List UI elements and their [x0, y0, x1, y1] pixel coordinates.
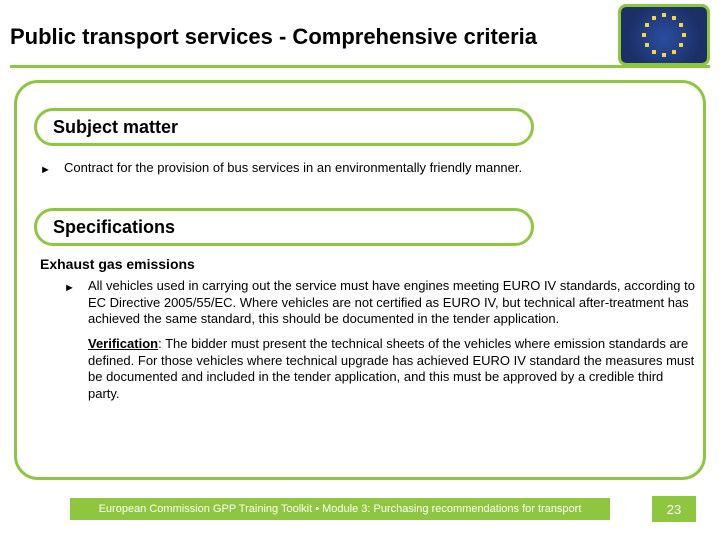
verification-text: : The bidder must present the technical …	[88, 336, 694, 401]
spacer	[64, 336, 78, 338]
star-icon	[652, 16, 656, 20]
star-icon	[642, 33, 646, 37]
star-icon	[662, 53, 666, 57]
verification-label: Verification	[88, 336, 158, 351]
title-bar: Public transport services - Comprehensiv…	[10, 8, 710, 68]
section-heading-label: Specifications	[53, 217, 175, 238]
star-icon	[645, 43, 649, 47]
footer-bar: European Commission GPP Training Toolkit…	[70, 498, 610, 520]
star-icon	[672, 16, 676, 20]
star-icon	[679, 23, 683, 27]
footer-text: European Commission GPP Training Toolkit…	[99, 503, 582, 515]
paragraph: All vehicles used in carrying out the se…	[88, 278, 696, 328]
paragraph: Contract for the provision of bus servic…	[64, 160, 522, 177]
section-heading-label: Subject matter	[53, 117, 178, 138]
section1-body: ► Contract for the provision of bus serv…	[40, 160, 696, 186]
eu-flag-logo	[618, 4, 710, 66]
eu-stars	[639, 10, 689, 60]
section-heading-specifications: Specifications	[34, 208, 534, 246]
star-icon	[652, 50, 656, 54]
slide-title: Public transport services - Comprehensiv…	[10, 24, 537, 49]
triangle-bullet-icon: ►	[64, 278, 78, 296]
verification-block: Verification: The bidder must present th…	[64, 336, 696, 403]
list-item: ► All vehicles used in carrying out the …	[64, 278, 696, 328]
paragraph: Verification: The bidder must present th…	[88, 336, 696, 403]
triangle-bullet-icon: ►	[40, 160, 54, 178]
star-icon	[672, 50, 676, 54]
eu-flag-bg	[621, 7, 707, 63]
section-heading-subject-matter: Subject matter	[34, 108, 534, 146]
page-number-box: 23	[652, 496, 696, 522]
star-icon	[645, 23, 649, 27]
subheading: Exhaust gas emissions	[40, 256, 696, 272]
slide: Public transport services - Comprehensiv…	[0, 0, 720, 540]
star-icon	[682, 33, 686, 37]
page-number: 23	[667, 502, 681, 517]
star-icon	[662, 13, 666, 17]
section2-body: Exhaust gas emissions ► All vehicles use…	[40, 256, 696, 410]
star-icon	[679, 43, 683, 47]
list-item: ► Contract for the provision of bus serv…	[40, 160, 696, 178]
